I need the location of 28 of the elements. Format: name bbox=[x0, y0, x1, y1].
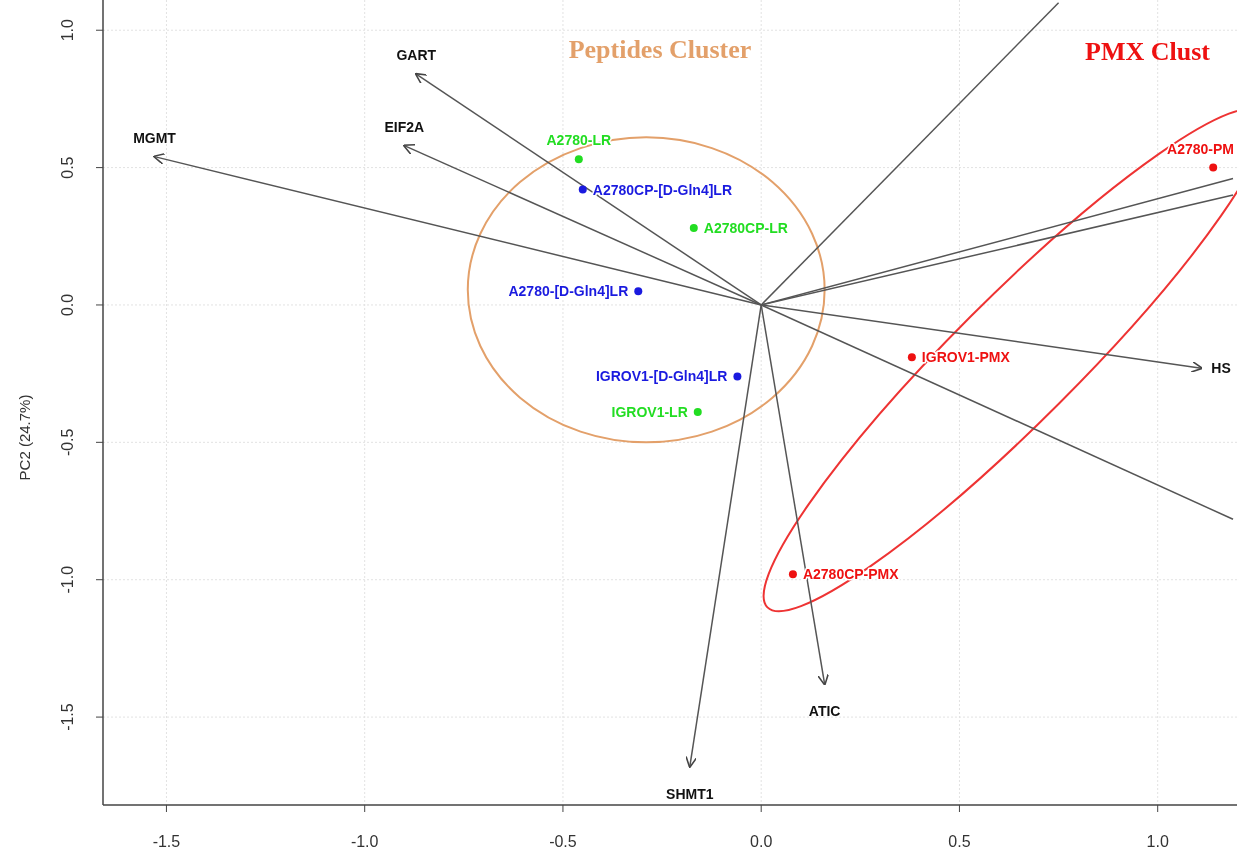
series-label: A2780-LR bbox=[546, 132, 612, 149]
series-label: A2780CP-LR bbox=[703, 220, 788, 237]
annotation: Peptides Cluster bbox=[568, 35, 752, 64]
series-label: IGROV1-[D-Gln4]LR bbox=[595, 368, 728, 385]
series-label: EIF2A bbox=[384, 118, 425, 135]
x-tick-label: -1.0 bbox=[350, 833, 379, 850]
y-tick-label: -1.0 bbox=[59, 565, 76, 594]
series-label: ATIC bbox=[808, 703, 841, 720]
x-tick-label: 1.0 bbox=[1146, 833, 1169, 850]
annotation: PMX Clust bbox=[1085, 37, 1211, 66]
series-label: A2780-PM bbox=[1167, 140, 1234, 157]
x-tick-label: 0.5 bbox=[948, 833, 971, 850]
series-label: MGMT bbox=[133, 129, 177, 146]
x-tick-label: -0.5 bbox=[549, 833, 577, 850]
series-label: A2780-[D-Gln4]LR bbox=[508, 283, 629, 300]
y-axis-title: PC2 (24.7%) bbox=[16, 394, 33, 481]
series-label: IGROV1-LR bbox=[611, 404, 688, 421]
x-tick-label: -1.5 bbox=[152, 833, 181, 850]
x-tick-label: 0.0 bbox=[750, 833, 773, 850]
y-tick-label: 1.0 bbox=[59, 19, 76, 42]
y-tick-label: 0.0 bbox=[59, 293, 76, 317]
series-label: GART bbox=[396, 47, 437, 64]
y-tick-label: -0.5 bbox=[59, 428, 76, 457]
y-tick-label: 0.5 bbox=[59, 156, 76, 179]
y-tick-label: -1.5 bbox=[59, 703, 76, 731]
series-label: A2780CP-[D-Gln4]LR bbox=[592, 181, 733, 198]
series-label: SHMT1 bbox=[666, 785, 714, 802]
series-label: HS bbox=[1211, 360, 1231, 377]
